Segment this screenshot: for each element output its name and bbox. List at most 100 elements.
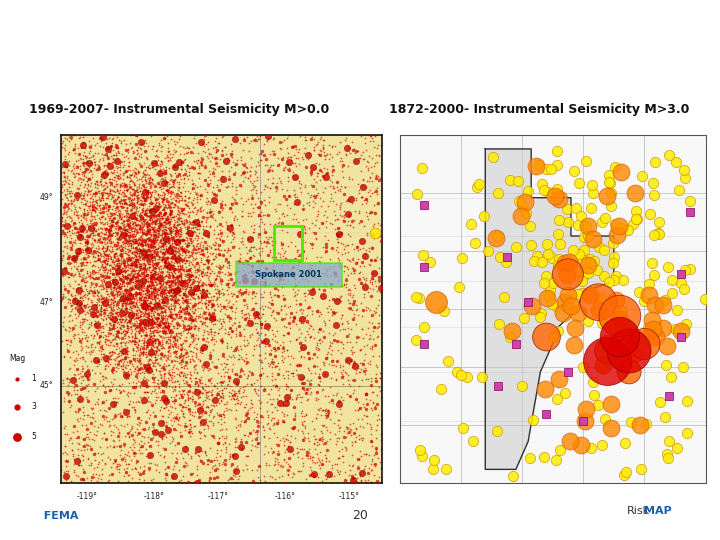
Point	[217, 302, 228, 310]
Point	[204, 148, 215, 157]
Point	[191, 285, 202, 293]
Point	[165, 188, 176, 197]
Point	[65, 307, 76, 315]
Point	[151, 314, 163, 323]
Point	[248, 180, 259, 189]
Point	[100, 199, 112, 207]
Point	[123, 278, 135, 286]
Point	[176, 165, 187, 173]
Point	[212, 293, 223, 302]
Point	[143, 291, 155, 300]
Point	[133, 328, 145, 337]
Point	[102, 244, 113, 253]
Point	[116, 198, 127, 207]
Point	[99, 253, 110, 261]
Point	[209, 434, 220, 442]
Point	[302, 319, 314, 328]
Point	[265, 471, 276, 480]
Point	[159, 256, 171, 265]
Point	[165, 254, 176, 262]
Point	[158, 248, 169, 256]
Point	[223, 404, 235, 413]
Point	[369, 404, 381, 413]
Point	[152, 204, 163, 213]
Point	[103, 403, 114, 412]
Point	[260, 275, 271, 284]
Point	[124, 284, 135, 292]
Point	[189, 384, 201, 393]
Point	[130, 209, 142, 218]
Point	[167, 264, 179, 272]
Point	[644, 325, 655, 333]
Point	[58, 180, 70, 188]
Point	[107, 320, 118, 329]
Point	[120, 362, 131, 371]
Point	[201, 245, 212, 253]
Point	[152, 190, 163, 198]
Point	[173, 233, 184, 241]
Point	[298, 433, 310, 442]
Point	[114, 157, 126, 166]
Point	[215, 278, 226, 286]
Point	[244, 172, 256, 180]
Point	[138, 287, 149, 295]
Point	[215, 372, 226, 380]
Point	[336, 282, 348, 291]
Point	[160, 195, 171, 204]
Point	[143, 464, 155, 472]
Point	[204, 315, 215, 323]
Point	[137, 222, 148, 231]
Point	[205, 280, 217, 288]
Point	[73, 188, 84, 197]
Point	[82, 186, 94, 194]
Point	[275, 461, 287, 469]
Point	[96, 263, 107, 272]
Point	[239, 325, 251, 333]
Point	[114, 324, 125, 333]
Point	[234, 286, 246, 294]
Point	[203, 289, 215, 298]
Point	[374, 264, 385, 272]
Point	[116, 264, 127, 272]
Point	[148, 212, 159, 220]
Point	[89, 234, 100, 243]
Point	[78, 168, 90, 177]
Point	[261, 154, 272, 163]
Point	[174, 340, 186, 348]
Point	[106, 237, 117, 246]
Point	[109, 292, 120, 301]
Point	[151, 261, 163, 270]
Point	[122, 296, 133, 305]
Point	[131, 302, 143, 311]
Point	[146, 256, 158, 265]
Point	[169, 162, 181, 171]
Point	[526, 302, 538, 310]
Point	[58, 266, 70, 275]
Point	[320, 354, 332, 363]
Point	[277, 343, 289, 352]
Point	[138, 393, 150, 401]
Point	[192, 214, 204, 223]
Point	[266, 295, 277, 304]
Point	[201, 255, 212, 264]
Point	[204, 221, 215, 230]
Point	[134, 187, 145, 195]
Point	[121, 179, 132, 188]
Point	[303, 197, 315, 206]
Point	[314, 406, 325, 414]
Point	[185, 257, 197, 266]
Point	[253, 135, 265, 144]
Point	[132, 216, 143, 225]
Point	[221, 360, 233, 369]
Point	[122, 360, 134, 369]
Point	[132, 343, 144, 352]
Point	[143, 289, 154, 298]
Point	[200, 289, 212, 298]
Point	[127, 310, 138, 319]
Point	[86, 166, 97, 175]
Point	[305, 168, 317, 177]
Point	[140, 266, 152, 275]
Point	[158, 193, 170, 201]
Point	[161, 263, 173, 272]
Point	[341, 241, 353, 249]
